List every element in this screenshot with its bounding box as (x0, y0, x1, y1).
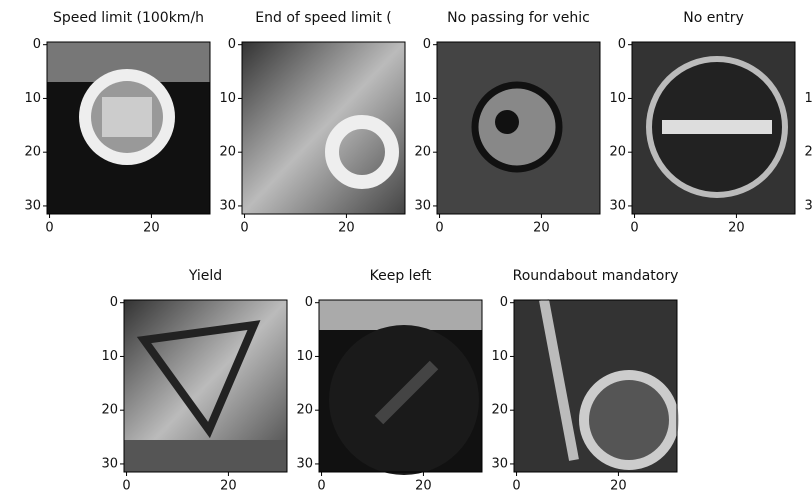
y-tick-label: 20 (296, 403, 313, 418)
x-tick-label: 20 (220, 479, 237, 494)
y-tick-label: 10 (609, 91, 626, 106)
axes-frame (436, 41, 601, 215)
x-tick-label: 0 (317, 479, 325, 494)
y-tick-label: 0 (305, 295, 313, 310)
y-tick-label: 30 (491, 456, 508, 471)
y-tick-label: 10 (219, 91, 236, 106)
x-tick-label: 0 (512, 479, 520, 494)
y-tick-label: 0 (110, 295, 118, 310)
x-tick-label: 20 (338, 221, 355, 236)
panel-title: Roundabout mandatory (513, 268, 679, 284)
panel-title: No passing for vehic (447, 10, 590, 26)
image-part (124, 440, 287, 472)
x-tick-label: 20 (415, 479, 432, 494)
y-tick-label: 0 (500, 295, 508, 310)
panel-title: Yield (188, 268, 222, 284)
x-tick-label: 20 (143, 221, 160, 236)
x-tick-label: 0 (240, 221, 248, 236)
axes-frame (241, 41, 406, 215)
panel-title: No entry (683, 10, 744, 26)
y-tick-label: 0 (423, 37, 431, 52)
x-tick-label: 0 (122, 479, 130, 494)
y-tick-label: 30 (296, 456, 313, 471)
y-tick-label: 20 (609, 145, 626, 160)
y-tick-label: 0 (33, 37, 41, 52)
image-part (136, 320, 261, 439)
y-tick-label: 20 (414, 145, 431, 160)
y-tick-label: 0 (228, 37, 236, 52)
axes-frame (513, 299, 678, 473)
panel-title: Speed limit (100km/h (53, 10, 204, 26)
y-tick-label: 10 (24, 91, 41, 106)
y-tick-label: 10 (414, 91, 431, 106)
x-tick-label: 0 (630, 221, 638, 236)
y-tick-label: 10 (491, 349, 508, 364)
image-part (325, 115, 399, 189)
image-part (102, 97, 152, 137)
y-tick-label: 20 (491, 403, 508, 418)
y-tick-label: 20 (24, 145, 41, 160)
y-tick-label: 30 (804, 198, 812, 213)
image-part (319, 300, 482, 330)
axes-frame (123, 299, 288, 473)
panel-title: Keep left (370, 268, 432, 284)
x-tick-label: 0 (435, 221, 443, 236)
image-part (495, 110, 519, 134)
y-tick-label: 20 (804, 145, 812, 160)
axes-frame (46, 41, 211, 215)
y-tick-label: 10 (101, 349, 118, 364)
y-tick-label: 30 (101, 456, 118, 471)
image-part (539, 299, 579, 461)
panel-title: End of speed limit ( (255, 10, 391, 26)
y-tick-label: 30 (414, 198, 431, 213)
x-tick-label: 0 (45, 221, 53, 236)
y-tick-label: 30 (24, 198, 41, 213)
y-tick-label: 30 (609, 198, 626, 213)
y-tick-label: 0 (618, 37, 626, 52)
x-tick-label: 20 (610, 479, 627, 494)
y-tick-label: 30 (219, 198, 236, 213)
axes-frame (631, 41, 796, 215)
x-tick-label: 20 (728, 221, 745, 236)
x-tick-label: 20 (533, 221, 550, 236)
y-tick-label: 10 (296, 349, 313, 364)
axes-frame (318, 299, 483, 473)
image-part (662, 120, 772, 134)
image-part (374, 360, 439, 425)
y-tick-label: 10 (804, 91, 812, 106)
image-part (579, 370, 679, 470)
y-tick-label: 20 (101, 403, 118, 418)
y-tick-label: 20 (219, 145, 236, 160)
